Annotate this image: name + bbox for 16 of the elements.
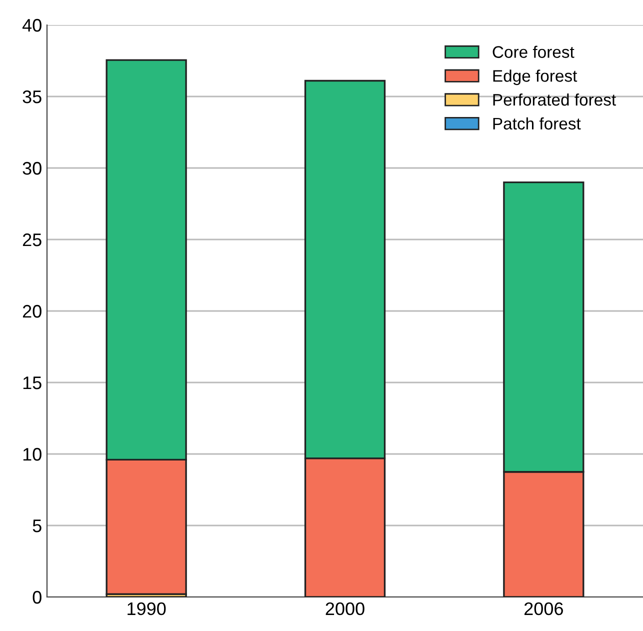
y-tick-label: 5 [32, 520, 42, 532]
x-tick-label: 2000 [326, 602, 364, 616]
y-tick-label: 15 [23, 376, 42, 390]
y-tick-label: 10 [23, 448, 42, 461]
y-tick-label: 30 [22, 162, 42, 175]
y-tick-label: 20 [22, 304, 42, 318]
legend-label: Perforated forest [493, 93, 616, 106]
y-tick-label: 40 [22, 18, 42, 32]
legend-label: Patch forest [493, 117, 581, 130]
x-tick-label: 2006 [524, 602, 563, 616]
y-tick-label: 35 [22, 90, 42, 104]
x-tick-label: 1990 [128, 602, 166, 616]
y-tick-label: 0 [32, 590, 42, 604]
legend-label: Core forest [492, 46, 574, 58]
y-tick-label: 25 [22, 233, 42, 246]
legend-label: Edge forest [493, 70, 578, 86]
